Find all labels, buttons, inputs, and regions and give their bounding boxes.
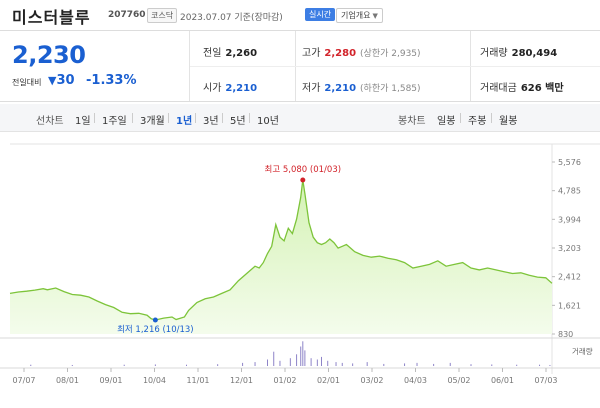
prev-close: 전일 2,260 <box>203 44 257 59</box>
x-tick-label: 03/02 <box>360 376 383 385</box>
line-chart-label: 선차트 <box>36 116 64 127</box>
tab-5y[interactable]: 5년 <box>230 116 246 127</box>
x-tick-label: 12/01 <box>230 376 253 385</box>
open-value: 2,210 <box>225 83 258 94</box>
y-tick-label: 830 <box>558 330 573 339</box>
x-tick-label: 09/01 <box>99 376 122 385</box>
quote-date: 2023.07.07 기준(장마감) <box>180 13 283 23</box>
amount-stat: 거래대금 626 백만 <box>480 79 564 94</box>
divider <box>195 113 196 123</box>
tab-3m[interactable]: 3개월 <box>140 116 165 127</box>
candle-chart-label: 봉차트 <box>398 116 426 127</box>
tab-3y[interactable]: 3년 <box>203 116 219 127</box>
change-label: 전일대비 <box>12 78 42 87</box>
x-tick-label: 11/01 <box>186 376 209 385</box>
divider <box>190 66 600 67</box>
divider <box>491 113 492 123</box>
divider <box>460 113 461 123</box>
price-line <box>9 179 553 321</box>
x-tick-label: 07/03 <box>534 376 557 385</box>
y-tick-label: 1,621 <box>558 301 581 310</box>
high-price: 고가 2,280 (상한가 2,935) <box>302 44 421 59</box>
volume-stat: 거래량 280,494 <box>480 44 557 59</box>
tab-10y[interactable]: 10년 <box>257 116 279 127</box>
lower-limit: (하한가 1,585) <box>360 84 421 94</box>
price-change: ▼30 <box>48 73 75 88</box>
tab-monthly[interactable]: 월봉 <box>499 116 518 127</box>
y-tick-label: 3,994 <box>558 215 581 224</box>
down-triangle-icon: ▼ <box>48 74 57 87</box>
y-tick-label: 5,576 <box>558 158 581 167</box>
min-point-marker <box>152 317 158 323</box>
tab-1y[interactable]: 1년 <box>176 116 193 127</box>
x-tick-label: 07/07 <box>12 376 35 385</box>
price-summary: 2,230 전일대비 ▼30 -1.33% 전일 2,260 시가 2,210 고가… <box>0 30 600 102</box>
prev-close-value: 2,260 <box>225 48 258 59</box>
tab-1w[interactable]: 1주일 <box>102 116 127 127</box>
min-annotation: 최저 1,216 (10/13) <box>117 324 194 335</box>
divider <box>132 113 133 123</box>
x-tick-label: 04/03 <box>404 376 427 385</box>
market-badge: 코스닥 <box>147 8 178 23</box>
low-price: 저가 2,210 (하한가 1,585) <box>302 79 421 94</box>
x-tick-label: 05/02 <box>447 376 470 385</box>
tab-1d[interactable]: 1일 <box>75 116 91 127</box>
amount-value: 626 백만 <box>520 83 564 94</box>
tab-daily[interactable]: 일봉 <box>437 116 456 127</box>
amount-label: 거래대금 <box>480 83 517 94</box>
price-area-fill <box>10 180 552 334</box>
high-label: 고가 <box>302 48 321 59</box>
high-value: 2,280 <box>324 48 357 59</box>
low-value: 2,210 <box>324 83 357 94</box>
prev-close-label: 전일 <box>203 48 222 59</box>
x-tick-label: 06/01 <box>491 376 514 385</box>
divider <box>222 113 223 123</box>
tab-weekly[interactable]: 주봉 <box>468 116 487 127</box>
y-tick-label: 2,412 <box>558 273 581 282</box>
price-chart[interactable]: 5,576 4,785 3,994 3,203 2,412 1,621 830 07/07 08… <box>0 132 600 408</box>
price-change-value: 30 <box>56 73 75 88</box>
x-tick-label: 10/04 <box>143 376 166 385</box>
upper-limit: (상한가 2,935) <box>360 49 421 59</box>
corp-info-label: 기업개요 <box>341 11 371 20</box>
x-tick-label: 02/01 <box>317 376 340 385</box>
volume-value: 280,494 <box>511 48 558 59</box>
max-point-marker <box>300 177 306 183</box>
x-tick-label: 08/01 <box>56 376 79 385</box>
open-label: 시가 <box>203 83 222 94</box>
open-price: 시가 2,210 <box>203 79 257 94</box>
chevron-down-icon: ▼ <box>372 12 378 20</box>
stock-header: 미스터블루 207760 코스닥 2023.07.07 기준(장마감) 실시간 … <box>0 0 600 30</box>
chart-period-tabs: 선차트 1일 1주일 3개월 1년 3년 5년 10년 봉차트 일봉 주봉 월봉 <box>0 104 600 132</box>
divider <box>94 113 95 123</box>
divider <box>168 113 169 123</box>
volume-label: 거래량 <box>572 347 593 356</box>
y-tick-label: 3,203 <box>558 244 581 253</box>
stock-code: 207760 <box>108 10 146 20</box>
realtime-button[interactable]: 실시간 <box>305 8 336 21</box>
current-price-panel: 2,230 전일대비 ▼30 -1.33% <box>0 31 190 101</box>
volume-label: 거래량 <box>480 48 508 59</box>
low-label: 저가 <box>302 83 321 94</box>
price-chart-svg: 5,576 4,785 3,994 3,203 2,412 1,621 830 07/07 08… <box>0 143 600 385</box>
current-price: 2,230 <box>12 41 86 69</box>
divider <box>249 113 250 123</box>
x-tick-label: 01/02 <box>273 376 296 385</box>
corp-info-dropdown[interactable]: 기업개요 ▼ <box>336 8 383 23</box>
max-annotation: 최고 5,080 (01/03) <box>265 164 342 175</box>
y-tick-label: 4,785 <box>558 187 581 196</box>
price-change-pct: -1.33% <box>86 73 137 88</box>
stock-name[interactable]: 미스터블루 <box>12 8 91 27</box>
